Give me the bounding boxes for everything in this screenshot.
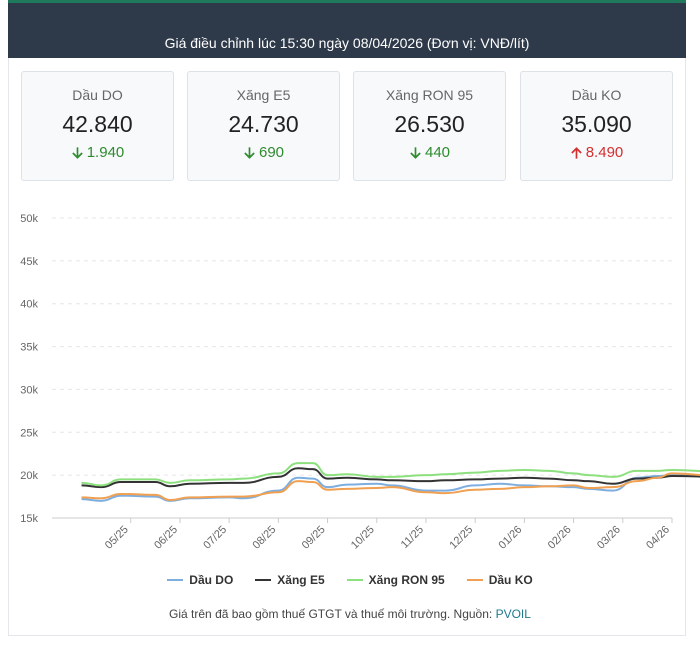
arrow-down-icon: [410, 146, 421, 159]
y-tick-label: 20k: [20, 470, 38, 482]
x-tick-label: 11/25: [399, 524, 426, 551]
card-price: 35.090: [561, 111, 632, 137]
card-name: Dầu DO: [72, 87, 123, 103]
y-tick-label: 50k: [20, 213, 38, 225]
footnote-text: Giá trên đã bao gồm thuế GTGT và thuế mô…: [169, 607, 493, 621]
x-tick-label: 09/25: [300, 524, 328, 552]
legend-swatch: [346, 579, 363, 581]
legend-item-xang-ron95[interactable]: Xăng RON 95: [346, 573, 445, 587]
card-price: 26.530: [394, 111, 465, 137]
legend-item-xang-e5[interactable]: Xăng E5: [255, 573, 325, 587]
legend-label: Xăng RON 95: [368, 573, 445, 587]
source-link[interactable]: PVOIL: [495, 607, 531, 621]
card-change-value: 8.490: [585, 144, 624, 161]
header-title: Giá điều chỉnh lúc 15:30 ngày 08/04/2026…: [164, 35, 530, 51]
card-price: 42.840: [62, 111, 133, 137]
arrow-up-icon: [570, 146, 582, 159]
card-price: 24.730: [228, 111, 299, 137]
arrow-down-icon: [244, 146, 255, 159]
price-line-chart: 15k 20k 25k 30k 35k 40k 45k 50k 05/25 06/25 07/25 0…: [20, 213, 700, 552]
y-tick-label: 45k: [20, 256, 38, 268]
legend-swatch: [255, 579, 272, 581]
x-tick-label: 02/26: [546, 524, 574, 552]
price-card-dau-do: Dầu DO 42.840 1.940: [21, 71, 174, 181]
legend-label: Dầu DO: [189, 573, 234, 587]
x-tick-label: 10/25: [349, 524, 377, 552]
x-tick-label: 03/26: [595, 524, 623, 552]
card-change: 1.940: [22, 144, 173, 161]
card-change-value: 1.940: [86, 144, 125, 161]
card-change-value: 690: [258, 144, 285, 161]
price-header: Giá điều chỉnh lúc 15:30 ngày 08/04/2026…: [8, 0, 686, 58]
y-tick-label: 25k: [20, 427, 38, 439]
card-name: Xăng RON 95: [385, 87, 474, 103]
series-line-3: [81, 472, 700, 501]
card-change: 8.490: [521, 144, 672, 161]
x-tick-label: 06/25: [152, 524, 180, 552]
legend-item-dau-ko[interactable]: Dầu KO: [466, 573, 533, 587]
price-card-dau-ko: Dầu KO 35.090 8.490: [520, 71, 673, 181]
x-tick-label: 05/25: [103, 524, 131, 552]
series-line-2: [81, 462, 700, 487]
x-tick-label: 08/25: [251, 524, 279, 552]
legend-label: Dầu KO: [488, 573, 533, 587]
legend-label: Xăng E5: [277, 573, 325, 587]
y-tick-label: 15k: [20, 513, 38, 525]
y-tick-label: 35k: [20, 342, 38, 354]
x-tick-label: 12/25: [447, 524, 475, 552]
legend-swatch: [466, 579, 483, 581]
x-tick-label: 07/25: [201, 524, 229, 552]
chart-footnote: Giá trên đã bao gồm thuế GTGT và thuế mô…: [0, 607, 700, 621]
arrow-down-icon: [71, 146, 83, 159]
card-name: Dầu KO: [571, 87, 622, 103]
card-name: Xăng E5: [236, 87, 291, 103]
legend-item-dau-do[interactable]: Dầu DO: [167, 573, 233, 587]
legend-swatch: [167, 579, 184, 581]
price-card-xang-e5: Xăng E5 24.730 690: [187, 71, 340, 181]
price-card-xang-ron95: Xăng RON 95 26.530 440: [353, 71, 506, 181]
series-line-1: [81, 467, 700, 489]
y-tick-label: 30k: [20, 384, 38, 396]
y-tick-label: 40k: [20, 299, 38, 311]
chart-legend: Dầu DO Xăng E5 Xăng RON 95 Dầu KO: [0, 573, 700, 587]
card-change-value: 440: [424, 144, 451, 161]
card-change: 690: [188, 144, 339, 161]
x-tick-label: 01/26: [497, 524, 525, 552]
x-tick-label: 04/26: [644, 524, 672, 552]
card-change: 440: [354, 144, 505, 161]
series-line-0: [81, 474, 700, 502]
